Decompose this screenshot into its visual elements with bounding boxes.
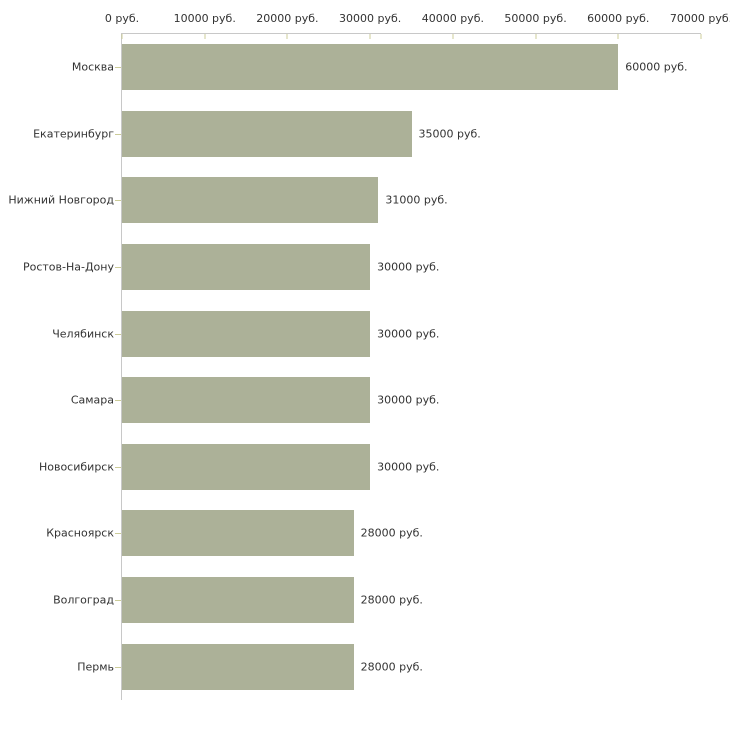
category-tick-mark <box>115 267 121 269</box>
x-tick-label: 60000 руб. <box>587 12 650 25</box>
category-label: Екатеринбург <box>33 127 114 141</box>
bar-1 <box>122 44 619 91</box>
x-tick-label: 20000 руб. <box>256 12 319 25</box>
x-tick-mark <box>535 34 537 39</box>
value-label: 28000 руб. <box>360 526 423 540</box>
category-tick-mark <box>115 666 121 668</box>
category-label: Самара <box>70 393 114 407</box>
bar-row: Новосибирск 30000 руб. <box>39 434 701 501</box>
value-label: 30000 руб. <box>377 260 440 274</box>
value-label: 30000 руб. <box>377 460 440 474</box>
bar-row: Самара 30000 руб. <box>71 367 701 434</box>
category-tick-mark <box>115 333 121 335</box>
category-label: Нижний Новгород <box>8 193 114 207</box>
x-tick-label: 0 руб. <box>104 12 140 25</box>
bar-6 <box>122 377 371 424</box>
category-tick-mark <box>115 400 121 402</box>
bars-container: Москва 60000 руб. Екатеринбург 35000 руб. Ни… <box>8 34 701 700</box>
bar-row: Ростов-На-Дону 30000 руб. <box>23 234 701 301</box>
category-label: Москва <box>71 60 114 74</box>
category-label: Пермь <box>77 660 114 674</box>
x-tick-label: 10000 руб. <box>173 12 236 25</box>
x-tick-label: 50000 руб. <box>504 12 567 25</box>
category-tick-mark <box>115 600 121 602</box>
value-label: 35000 руб. <box>418 127 481 141</box>
value-label: 30000 руб. <box>377 327 440 341</box>
bar-row: Волгоград 28000 руб. <box>53 567 701 634</box>
bar-5 <box>122 310 371 357</box>
category-label: Челябинск <box>52 327 114 341</box>
value-label: 28000 руб. <box>360 660 423 674</box>
x-tick-mark <box>452 34 454 39</box>
bar-9 <box>122 577 354 624</box>
plot-area: 0 руб. 10000 руб. 20000 руб. 30000 руб. 4000… <box>8 12 730 700</box>
value-label: 31000 руб. <box>385 193 448 207</box>
bar-8 <box>122 510 354 557</box>
bar-3 <box>122 177 379 224</box>
bar-row: Нижний Новгород 31000 руб. <box>8 167 701 234</box>
bar-row: Красноярск 28000 руб. <box>46 500 701 567</box>
bar-4 <box>122 244 371 291</box>
x-tick-label: 40000 руб. <box>421 12 484 25</box>
category-label: Ростов-На-Дону <box>22 260 114 274</box>
bar-row: Москва 60000 руб. <box>72 34 701 101</box>
value-label: 60000 руб. <box>625 60 688 74</box>
bar-10 <box>122 643 354 690</box>
bar-row: Пермь 28000 руб. <box>77 633 701 700</box>
bar-row: Екатеринбург 35000 руб. <box>33 101 701 168</box>
x-tick-mark <box>369 34 371 39</box>
x-tick-mark <box>617 34 619 39</box>
x-tick-mark <box>204 34 206 39</box>
x-tick-label: 70000 руб. <box>669 12 730 25</box>
category-tick-mark <box>115 533 121 535</box>
x-tick-mark <box>286 34 288 39</box>
category-tick-mark <box>115 200 121 202</box>
bar-row: Челябинск 30000 руб. <box>52 300 701 367</box>
x-tick-mark <box>700 34 702 39</box>
category-tick-mark <box>115 466 121 468</box>
category-tick-mark <box>115 133 121 135</box>
bar-2 <box>122 110 412 157</box>
category-label: Волгоград <box>53 593 114 607</box>
x-tick-label: 30000 руб. <box>339 12 402 25</box>
value-label: 28000 руб. <box>360 593 423 607</box>
category-tick-mark <box>115 67 121 69</box>
category-label: Новосибирск <box>38 460 114 474</box>
category-label: Красноярск <box>46 526 114 540</box>
bar-7 <box>122 443 371 490</box>
value-label: 30000 руб. <box>377 393 440 407</box>
x-tick-mark <box>121 34 123 39</box>
